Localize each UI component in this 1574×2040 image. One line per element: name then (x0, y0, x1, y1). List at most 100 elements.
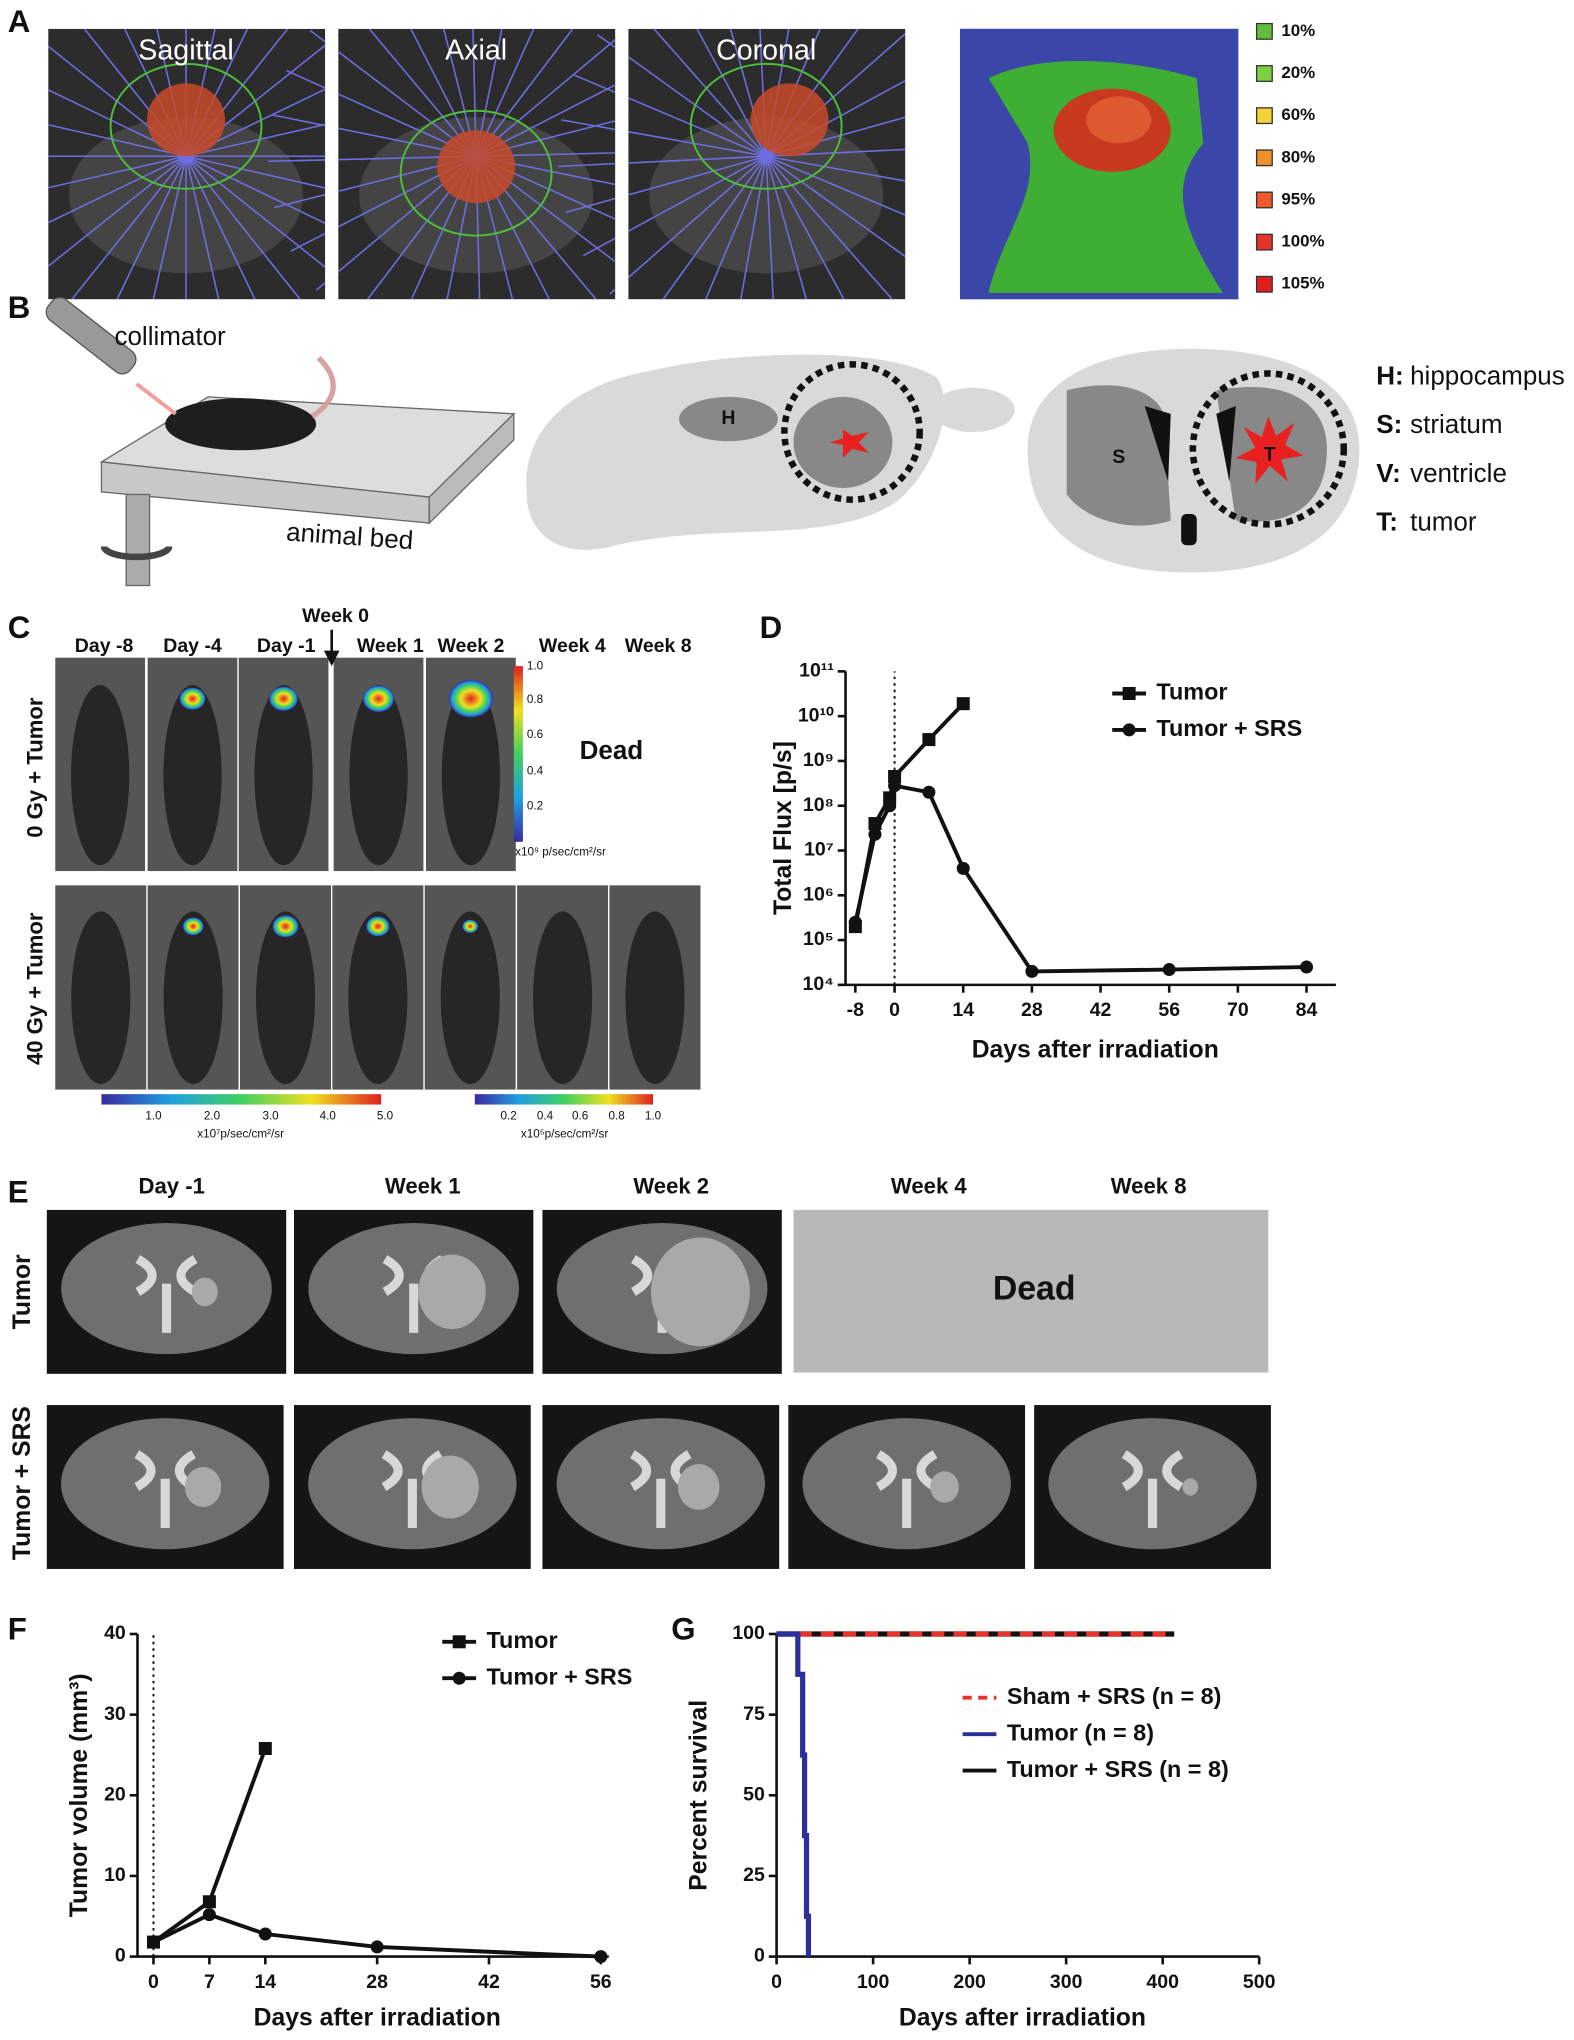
aqueduct (1181, 513, 1197, 546)
hippocampus (679, 396, 778, 442)
tumor (1182, 1478, 1199, 1496)
target-circle (781, 361, 923, 503)
y-tick-label: 0 (115, 1945, 126, 1967)
y-tick-label: 10⁹ (803, 749, 834, 771)
marker (258, 1927, 272, 1941)
colorbar-tick: 2.0 (204, 1109, 221, 1122)
x-tick-label: 100 (857, 1971, 890, 1993)
legend-label: Tumor + SRS (n = 8) (1007, 1756, 1229, 1782)
marker (888, 769, 902, 783)
marker (888, 779, 902, 793)
y-tick-label: 10¹¹ (799, 660, 834, 682)
beam-line (561, 119, 906, 194)
series-line (853, 783, 1307, 974)
colorbar (101, 1094, 382, 1105)
panel-label: C (8, 610, 31, 645)
x-tick-label: 300 (1050, 1971, 1083, 1993)
column-label: Week 8 (625, 635, 692, 657)
legend-label: 60% (1281, 105, 1315, 124)
dead-label: Dead (580, 735, 644, 765)
week0-label: Week 0 (302, 605, 369, 627)
tumor-star (829, 429, 869, 459)
bli-signal (362, 685, 395, 712)
row-label: Tumor (9, 1254, 36, 1329)
marker (202, 1895, 216, 1909)
marker (1122, 686, 1136, 700)
panel-label: F (8, 1612, 27, 1647)
ventricle (1216, 406, 1236, 482)
mouse-body (533, 911, 593, 1085)
dead-box (793, 1209, 1269, 1373)
x-tick-label: 42 (1090, 999, 1112, 1021)
legend-key: V: (1376, 458, 1401, 488)
render-tumor (1086, 96, 1152, 144)
mouse-body (254, 684, 313, 866)
x-axis-label: Days after irradiation (899, 2005, 1146, 2032)
panel-label: B (8, 290, 31, 325)
y-axis-label: Total Flux [p/s] (770, 741, 797, 915)
rotation-arrow (100, 545, 173, 561)
tumor (418, 1254, 486, 1330)
marker (956, 861, 970, 875)
colorbar-tick: 0.2 (527, 800, 543, 813)
isodose-20 (109, 62, 263, 190)
view-label: Sagittal (138, 35, 233, 67)
tumor (677, 1464, 720, 1510)
tumor (930, 1471, 959, 1503)
legend-label: 105% (1281, 274, 1324, 293)
y-axis-label: Percent survival (685, 1700, 712, 1891)
striatum (1066, 385, 1171, 526)
legend-swatch (1255, 191, 1273, 209)
bli-signal (366, 916, 390, 937)
region-label: T (1264, 444, 1276, 466)
x-tick-label: 14 (254, 1971, 276, 1993)
legend-label: Tumor + SRS (1156, 715, 1302, 741)
mouse-body (625, 911, 685, 1085)
colorbar-tick: 0.8 (608, 1109, 624, 1122)
row-label: Tumor + SRS (9, 1406, 36, 1560)
collimator (45, 297, 137, 375)
mouse-body (440, 911, 500, 1085)
legend-label: 95% (1281, 189, 1315, 208)
y-tick-label: 25 (743, 1864, 765, 1886)
bli-signal (462, 919, 479, 933)
legend-label: Tumor (1156, 679, 1227, 705)
beam (135, 382, 177, 416)
ventricles (1121, 1450, 1184, 1528)
colorbar-tick: 0.4 (527, 765, 544, 778)
panel-label: E (8, 1175, 29, 1210)
series-line (776, 1631, 812, 1957)
legend-text: hippocampus (1410, 360, 1565, 390)
mouse-body (71, 684, 130, 866)
marker (1300, 960, 1314, 974)
collimator-label: collimator (114, 321, 226, 351)
tumor (191, 1277, 218, 1307)
x-tick-label: 84 (1296, 999, 1318, 1021)
colorbar-tick: 0.2 (500, 1109, 516, 1122)
ventricle (1144, 406, 1171, 482)
colorbar-tick: 4.0 (320, 1109, 337, 1122)
mouse-body (163, 684, 222, 866)
colorbar-tick: 1.0 (645, 1109, 662, 1122)
x-tick-label: 28 (1021, 999, 1043, 1021)
legend-text: striatum (1410, 409, 1502, 439)
bli-signal (182, 917, 204, 936)
colorbar-tick: 0.4 (537, 1109, 554, 1122)
region-label: H (721, 407, 735, 429)
mouse-tail (310, 356, 336, 419)
tumor (650, 1237, 750, 1347)
legend-swatch (1255, 107, 1273, 125)
x-tick-label: 7 (204, 1971, 215, 1993)
bed-label: animal bed (285, 516, 414, 555)
column-label: Week 1 (385, 1174, 461, 1199)
legend-key: T: (1376, 507, 1398, 537)
x-tick-label: 14 (952, 999, 974, 1021)
column-label: Week 2 (633, 1174, 709, 1199)
colorbar (513, 666, 523, 842)
mouse-body (71, 911, 131, 1085)
row-label: 40 Gy + Tumor (22, 912, 47, 1065)
tumor-dose (146, 83, 226, 157)
x-axis-label: Days after irradiation (972, 1037, 1219, 1064)
y-tick-label: 0 (754, 1945, 765, 1967)
column-label: Week 4 (891, 1174, 967, 1199)
